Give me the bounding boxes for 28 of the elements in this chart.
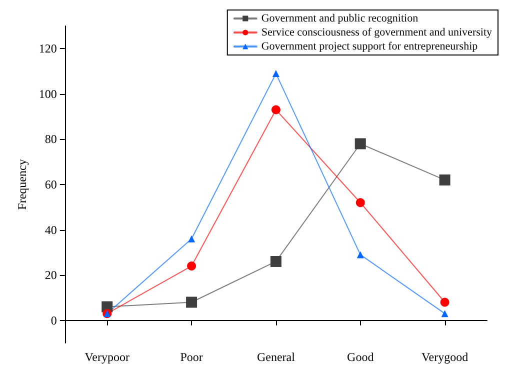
legend-label: Service consciousness of government and university [261, 26, 492, 38]
y-tick-label: 40 [44, 222, 57, 237]
point [354, 138, 366, 150]
point [439, 174, 450, 186]
point [188, 235, 196, 242]
x-tick-label: Verygood [421, 350, 468, 364]
x-tick-label: Verypoor [84, 350, 130, 364]
point [272, 70, 280, 78]
legend-label: Government project support for entrepreneurship [261, 40, 478, 52]
x-tick-label: Good [347, 350, 374, 364]
point [441, 310, 448, 318]
y-tick-label: 0 [50, 313, 57, 328]
point [270, 256, 282, 267]
y-tick-label: 20 [44, 268, 57, 282]
x-tick-label: General [256, 350, 296, 364]
point [356, 198, 365, 208]
y-tick-label: 60 [44, 178, 57, 192]
legend-label: Government and public recognition [261, 12, 419, 24]
y-axis-title: Frequency [15, 159, 29, 210]
y-tick-label: 100 [38, 86, 57, 101]
point [187, 262, 196, 271]
point [356, 251, 364, 258]
x-tick-label: Poor [180, 350, 203, 364]
point [440, 298, 450, 307]
point [186, 296, 198, 308]
y-tick-label: 80 [44, 132, 57, 146]
y-tick-label: 120 [38, 42, 57, 56]
point [271, 105, 280, 114]
